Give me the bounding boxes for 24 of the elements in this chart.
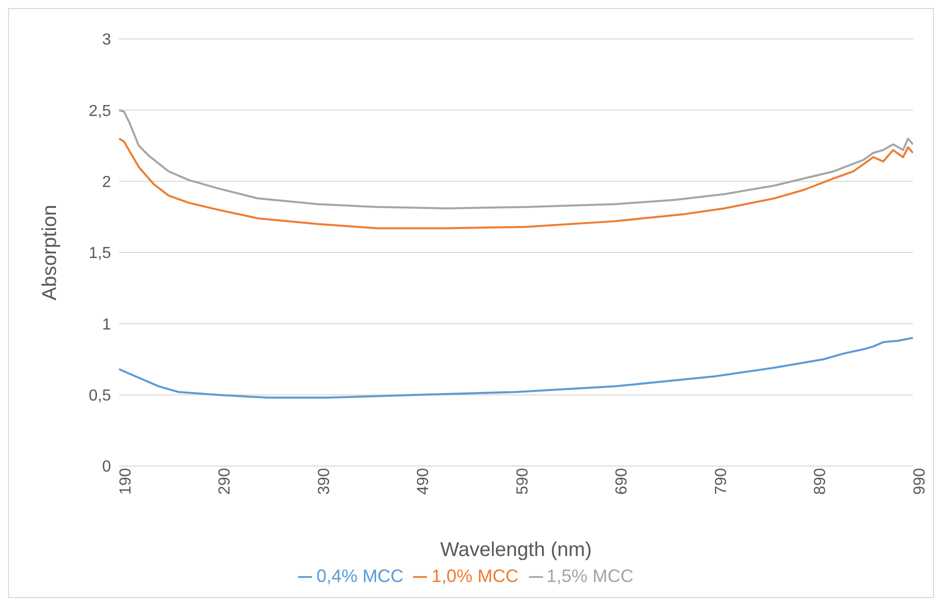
x-tick-label: 190 (117, 468, 134, 495)
x-tick-label: 790 (712, 468, 730, 495)
y-tick-label: 0,5 (88, 388, 112, 405)
y-tick-label: 3 (102, 32, 112, 49)
y-tick-label: 1 (102, 316, 112, 334)
x-tick-label: 290 (216, 468, 234, 495)
x-axis-title: Wavelength (nm) (440, 539, 592, 561)
legend-label: 1,0% MCC (431, 566, 519, 586)
line-series (119, 138, 913, 230)
y-axis-title: Absorption (39, 204, 62, 300)
x-tick-label: 690 (614, 468, 631, 495)
x-tick-label: 590 (514, 468, 532, 495)
line-series (119, 336, 913, 399)
legend-label: 1,5% MCC (546, 566, 634, 586)
x-tick-label: 490 (415, 468, 432, 495)
x-tick-label: 990 (911, 468, 928, 495)
y-tick-label: 1,5 (88, 245, 112, 262)
line-series (119, 109, 913, 210)
legend-label: 0,4% MCC (316, 566, 404, 586)
y-tick-label: 0 (102, 458, 112, 476)
y-tick-label: 2 (102, 174, 112, 192)
x-tick-label: 390 (316, 468, 333, 495)
x-tick-label: 890 (812, 468, 830, 495)
y-tick-label: 2,5 (88, 102, 112, 120)
